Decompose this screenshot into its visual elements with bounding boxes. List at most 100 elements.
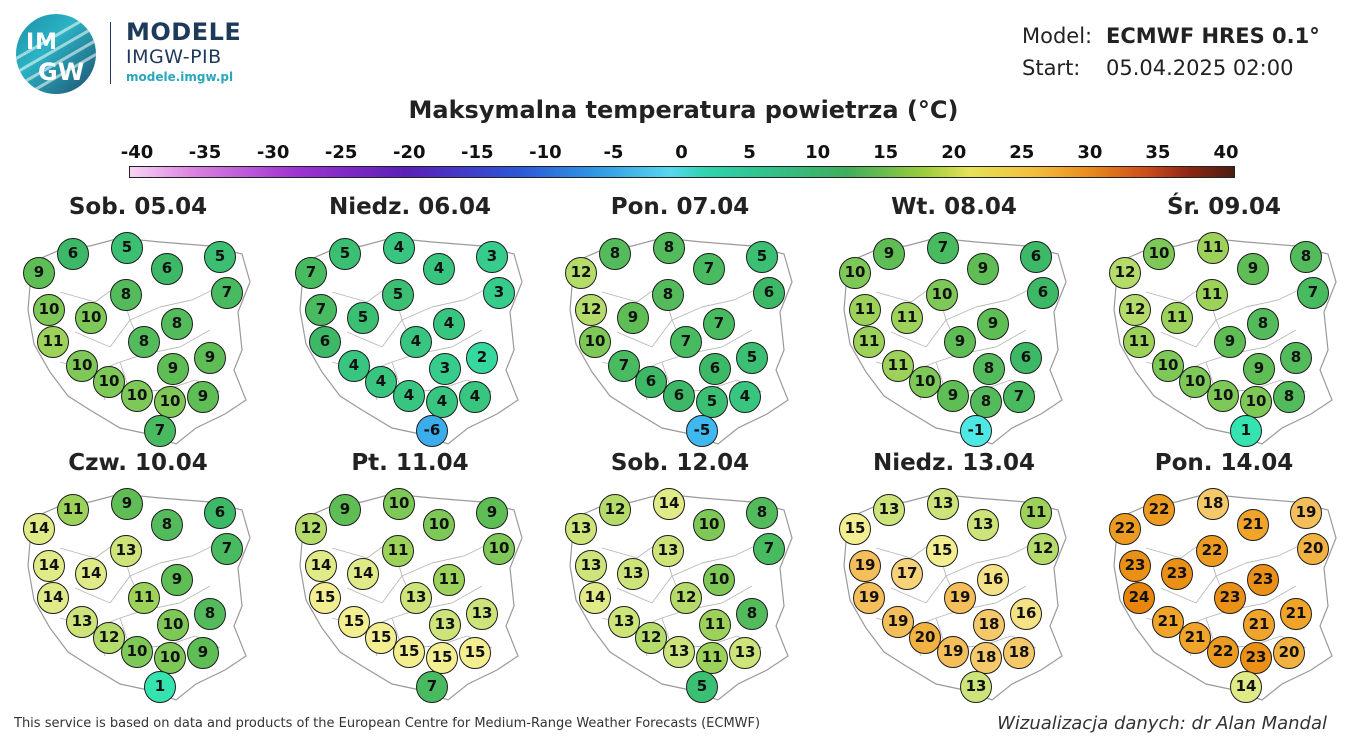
temperature-marker: 13 <box>575 550 607 582</box>
temperature-marker: 11 <box>699 609 731 641</box>
temperature-marker: 14 <box>75 558 107 590</box>
model-value: ECMWF HRES 0.1° <box>1106 24 1320 48</box>
temperature-marker: 9 <box>111 488 143 520</box>
temperature-marker: 8 <box>652 279 684 311</box>
logo-text-top: IM <box>26 30 59 55</box>
temperature-marker: 10 <box>75 302 107 334</box>
temperature-marker: 17 <box>891 558 923 590</box>
temperature-marker: 4 <box>393 380 425 412</box>
model-label: Model: <box>1022 24 1093 48</box>
temperature-marker: 11 <box>433 564 465 596</box>
author-credit: Wizualizacja danych: dr Alan Mandal <box>997 713 1327 734</box>
temperature-marker: 23 <box>1161 558 1193 590</box>
scale-tick-label: -25 <box>324 142 358 163</box>
temperature-marker: 12 <box>295 513 327 545</box>
temperature-marker: 10 <box>1179 366 1211 398</box>
temperature-marker: 6 <box>1010 342 1042 374</box>
temperature-marker: 15 <box>365 622 397 654</box>
color-scale-bar <box>129 166 1235 178</box>
temperature-marker: 12 <box>565 257 597 289</box>
day-label: Śr. 09.04 <box>1166 194 1282 220</box>
temperature-marker: 4 <box>423 253 455 285</box>
temperature-marker: 4 <box>365 366 397 398</box>
temperature-marker: 5 <box>736 342 768 374</box>
temperature-marker: 1 <box>144 671 176 703</box>
temperature-marker: 12 <box>1027 533 1059 565</box>
temperature-marker: 14 <box>37 582 69 614</box>
temperature-marker: 14 <box>33 550 65 582</box>
temperature-marker: 23 <box>1240 642 1272 674</box>
temperature-marker: 9 <box>476 497 508 529</box>
temperature-marker: 8 <box>161 308 193 340</box>
temperature-marker: 8 <box>194 598 226 630</box>
temperature-marker: 4 <box>383 232 415 264</box>
temperature-marker: 8 <box>1247 308 1279 340</box>
temperature-marker: 15 <box>393 636 425 668</box>
temperature-marker: 11 <box>1196 279 1228 311</box>
temperature-marker: 9 <box>873 238 905 270</box>
temperature-marker: 13 <box>565 513 597 545</box>
temperature-marker: 9 <box>1214 326 1246 358</box>
temperature-marker: -1 <box>960 415 992 447</box>
temperature-marker: 11 <box>382 535 414 567</box>
temperature-marker: 14 <box>653 488 685 520</box>
poland-map: 12 8 8 7 5 6 12 9 8 7 10 7 6 5 7 6 6 5 4 -5 <box>562 232 802 462</box>
temperature-marker: 2 <box>466 342 498 374</box>
temperature-marker: 11 <box>891 302 923 334</box>
temperature-marker: 14 <box>305 550 337 582</box>
scale-tick-label: 30 <box>1077 142 1103 163</box>
day-label: Pon. 07.04 <box>610 194 750 220</box>
temperature-marker: 8 <box>1290 241 1322 273</box>
temperature-marker: 18 <box>973 609 1005 641</box>
scale-tick-label: -20 <box>392 142 426 163</box>
temperature-marker: 9 <box>1243 353 1275 385</box>
temperature-marker: 8 <box>653 232 685 264</box>
temperature-marker: 11 <box>1020 497 1052 529</box>
temperature-marker: 7 <box>1297 277 1329 309</box>
temperature-marker: 15 <box>926 535 958 567</box>
scale-tick-label: 40 <box>1213 142 1239 163</box>
temperature-marker: 10 <box>157 609 189 641</box>
temperature-marker: 9 <box>617 302 649 334</box>
temperature-marker: 8 <box>128 326 160 358</box>
brand-title: MODELE <box>126 18 242 46</box>
temperature-marker: 10 <box>909 366 941 398</box>
scale-tick-label: 35 <box>1145 142 1171 163</box>
temperature-marker: 19 <box>944 582 976 614</box>
temperature-marker: 16 <box>1010 598 1042 630</box>
temperature-marker: 10 <box>66 350 98 382</box>
map-title: Maksymalna temperatura powietrza (°C) <box>408 96 959 124</box>
temperature-marker: 19 <box>849 550 881 582</box>
temperature-marker: 11 <box>1197 232 1229 264</box>
temperature-marker: 3 <box>476 241 508 273</box>
temperature-marker: 7 <box>608 350 640 382</box>
temperature-marker: 9 <box>1237 253 1269 285</box>
temperature-marker: 16 <box>977 564 1009 596</box>
poland-map: 12 9 10 10 9 10 14 14 11 11 15 13 13 13 15 15 15 15 15 7 <box>292 488 532 718</box>
temperature-marker: 18 <box>970 642 1002 674</box>
temperature-marker: 10 <box>121 636 153 668</box>
brand-subtitle: IMGW-PIB <box>126 46 222 68</box>
temperature-marker: 9 <box>329 494 361 526</box>
brand-url[interactable]: modele.imgw.pl <box>126 70 234 84</box>
temperature-marker: 6 <box>635 366 667 398</box>
poland-map: 22 22 18 21 19 20 23 23 22 23 24 23 21 21 21 21 22 23 20 14 <box>1106 488 1346 718</box>
temperature-marker: 7 <box>305 294 337 326</box>
temperature-marker: 4 <box>338 350 370 382</box>
temperature-marker: 7 <box>295 257 327 289</box>
temperature-marker: 10 <box>579 326 611 358</box>
temperature-marker: 6 <box>663 380 695 412</box>
temperature-marker: 7 <box>693 253 725 285</box>
temperature-marker: 14 <box>579 582 611 614</box>
temperature-marker: 10 <box>703 564 735 596</box>
temperature-marker: 22 <box>1196 535 1228 567</box>
temperature-marker: 13 <box>66 606 98 638</box>
temperature-marker: 12 <box>670 582 702 614</box>
temperature-marker: 13 <box>429 609 461 641</box>
temperature-marker: 5 <box>204 241 236 273</box>
temperature-marker: 11 <box>853 326 885 358</box>
temperature-marker: 9 <box>157 353 189 385</box>
temperature-marker: 9 <box>944 326 976 358</box>
temperature-marker: 11 <box>1161 302 1193 334</box>
temperature-marker: 9 <box>194 342 226 374</box>
